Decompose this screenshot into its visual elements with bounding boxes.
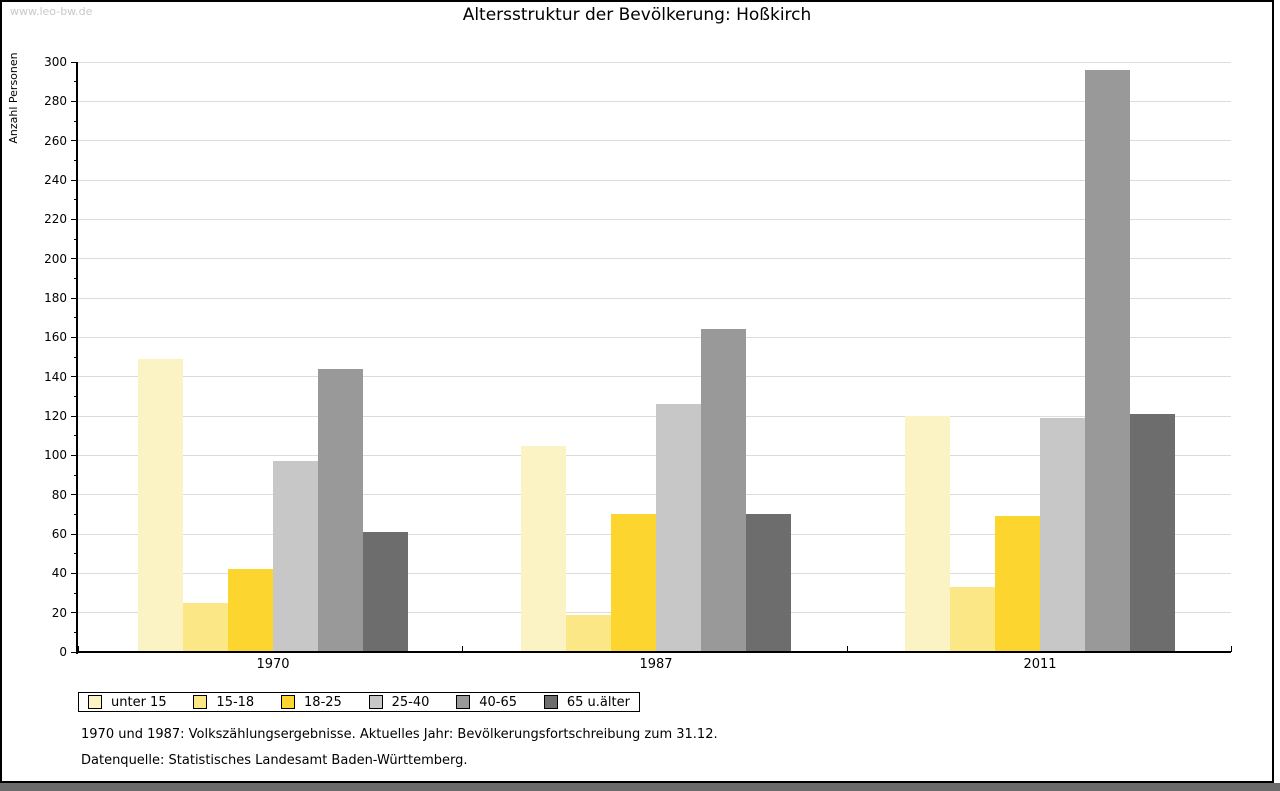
x-tick-label: 1987 (639, 657, 673, 672)
y-major-tick (71, 612, 78, 614)
bar-1987-15-18 (566, 614, 611, 652)
y-gridline (78, 179, 1231, 181)
legend-label: unter 15 (111, 694, 167, 710)
bar-1987-25-40 (656, 404, 701, 652)
y-tick-label: 0 (59, 645, 67, 659)
y-major-tick (71, 179, 78, 181)
bar-1970-15-18 (183, 602, 228, 652)
y-gridline (78, 100, 1231, 102)
y-tick-label: 20 (51, 605, 67, 620)
bar-1970-unter-15 (138, 358, 183, 652)
y-tick-label: 300 (44, 55, 67, 69)
watermark: www.leo-bw.de (10, 5, 93, 18)
y-major-tick (71, 140, 78, 142)
y-tick-label: 160 (44, 330, 67, 345)
bar-2011-18-25 (995, 516, 1040, 652)
legend-item-18-25: 18-25 (281, 695, 342, 710)
y-tick-label: 100 (44, 448, 67, 463)
y-tick-label: 80 (51, 487, 67, 502)
x-tick-label: 1970 (256, 657, 290, 672)
y-major-tick (71, 61, 78, 63)
y-tick-label: 260 (44, 133, 67, 148)
x-axis (76, 651, 1231, 653)
legend-label: 65 u.älter (566, 694, 630, 710)
y-major-tick (71, 415, 78, 417)
bar-1970-25-40 (273, 461, 318, 652)
y-major-tick (71, 572, 78, 574)
y-gridline (78, 297, 1231, 299)
y-tick-label: 220 (44, 212, 67, 227)
legend-item-65-u.älter: 65 u.älter (543, 694, 630, 710)
legend-item-25-40: 25-40 (368, 694, 430, 710)
legend-item-15-18: 15-18 (193, 695, 254, 710)
y-major-tick (71, 218, 78, 220)
bar-1987-unter-15 (521, 445, 566, 652)
y-tick-label: 240 (44, 173, 67, 187)
legend-item-40-65: 40-65 (456, 695, 517, 710)
bar-2011-65-u.älter (1130, 414, 1175, 652)
legend-label: 40-65 (479, 694, 518, 710)
legend-swatch (193, 695, 208, 709)
category-boundary-tick (78, 646, 79, 652)
bar-1970-65-u.älter (363, 532, 408, 652)
y-major-tick (71, 297, 78, 299)
legend-swatch (281, 695, 296, 709)
y-gridline (78, 376, 1231, 378)
y-tick-label: 200 (44, 251, 67, 266)
bottom-strip (0, 783, 1280, 791)
legend-item-unter-15: unter 15 (88, 695, 167, 710)
footnote-datasource: Datenquelle: Statistisches Landesamt Bad… (81, 753, 468, 768)
bar-1987-18-25 (611, 514, 656, 652)
bar-2011-25-40 (1040, 417, 1085, 652)
y-major-tick (71, 100, 78, 102)
bar-2011-15-18 (950, 587, 995, 652)
legend-label: 15-18 (216, 694, 255, 710)
y-gridline (78, 454, 1231, 456)
legend-label: 18-25 (304, 694, 342, 710)
legend-swatch (88, 695, 102, 709)
category-boundary-tick (462, 646, 464, 652)
y-major-tick (71, 376, 78, 378)
bar-1987-40-65 (701, 329, 746, 652)
chart-legend: unter 15 15-18 18-25 25-40 40-65 65 u.älter (78, 692, 640, 712)
y-major-tick (71, 494, 78, 496)
category-boundary-tick (846, 646, 848, 652)
y-gridline (78, 415, 1231, 417)
bar-1970-40-65 (318, 368, 363, 652)
y-gridline (78, 336, 1231, 338)
y-gridline (78, 61, 1231, 63)
legend-swatch (368, 695, 383, 709)
bar-2011-unter-15 (905, 416, 950, 652)
y-tick-label: 140 (44, 369, 67, 384)
y-gridline (78, 218, 1231, 220)
x-tick-label: 2011 (1023, 657, 1057, 672)
bar-2011-40-65 (1085, 69, 1130, 652)
y-major-tick (71, 533, 78, 535)
bar-1987-65-u.älter (746, 514, 791, 652)
bar-1970-18-25 (228, 569, 273, 652)
legend-label: 25-40 (391, 694, 430, 710)
y-gridline (78, 494, 1231, 496)
chart-title: Altersstruktur der Bevölkerung: Hoßkirch (462, 5, 812, 25)
legend-swatch (543, 695, 558, 709)
y-tick-label: 40 (51, 566, 67, 581)
y-major-tick (71, 454, 78, 456)
y-major-tick (71, 651, 78, 653)
y-major-tick (71, 258, 78, 260)
category-boundary-tick (1231, 646, 1232, 652)
y-tick-label: 120 (44, 409, 67, 423)
legend-swatch (456, 695, 471, 709)
y-gridline (78, 258, 1231, 260)
y-axis (76, 62, 78, 654)
y-tick-label: 180 (44, 291, 67, 305)
y-tick-label: 60 (51, 527, 67, 541)
y-tick-label: 280 (44, 94, 67, 109)
y-major-tick (71, 336, 78, 338)
y-gridline (78, 140, 1231, 142)
footnote-methodology: 1970 und 1987: Volkszählungsergebnisse. … (81, 727, 718, 742)
